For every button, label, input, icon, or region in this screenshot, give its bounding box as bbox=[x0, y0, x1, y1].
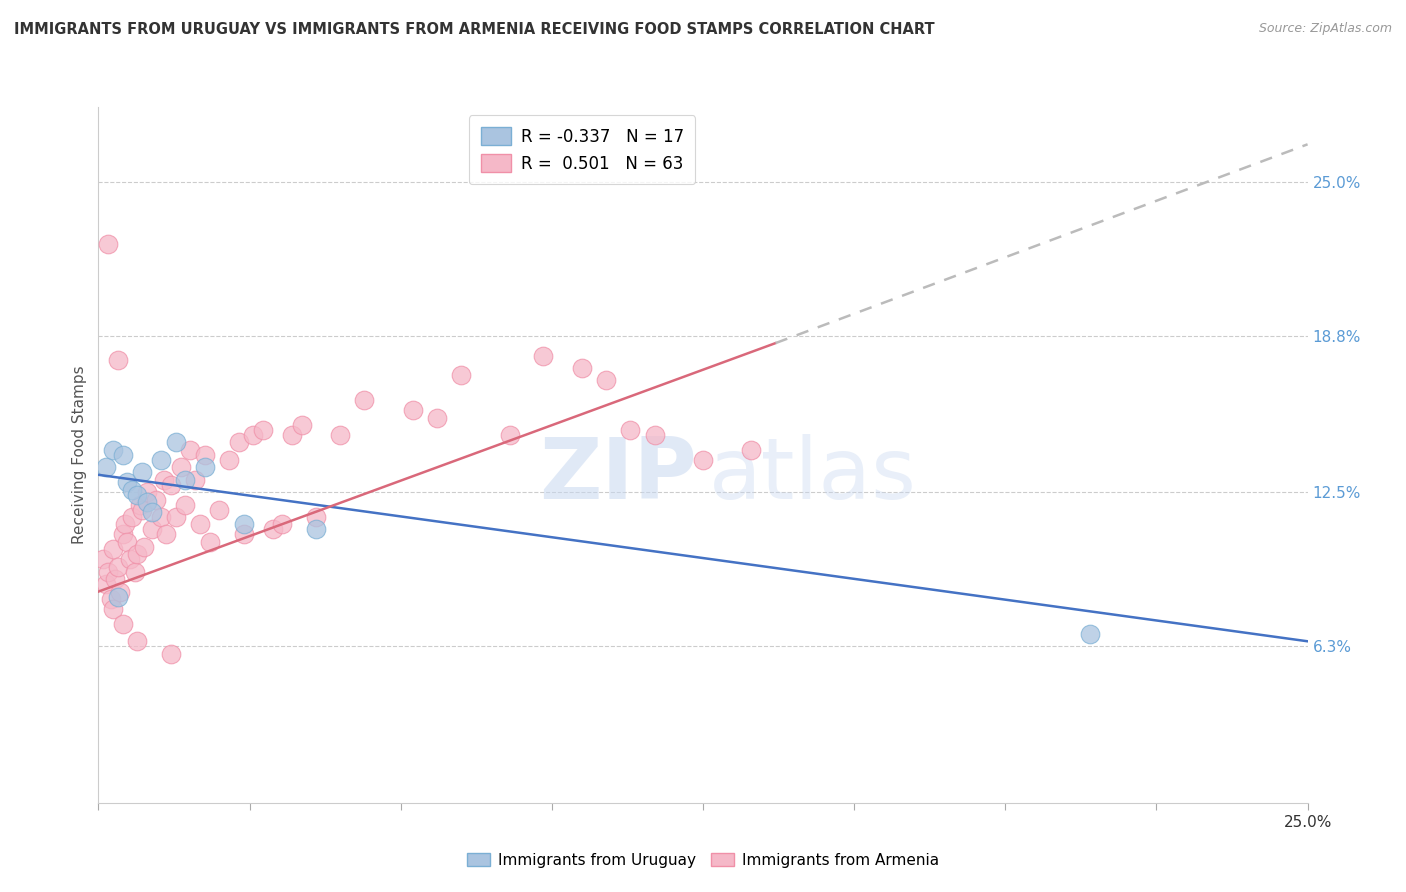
Point bbox=[252, 423, 274, 437]
Point bbox=[571, 361, 593, 376]
Point bbox=[91, 552, 114, 566]
Point bbox=[134, 540, 156, 554]
Point bbox=[194, 460, 217, 475]
Point bbox=[281, 428, 304, 442]
Point bbox=[121, 483, 143, 497]
Point bbox=[160, 477, 183, 491]
Point bbox=[290, 418, 312, 433]
Point bbox=[262, 523, 284, 537]
Point bbox=[135, 485, 157, 500]
Point bbox=[97, 236, 120, 251]
Point bbox=[101, 602, 124, 616]
Point bbox=[117, 475, 139, 490]
Point bbox=[228, 435, 250, 450]
Point bbox=[498, 428, 520, 442]
Point bbox=[174, 473, 197, 487]
Point bbox=[107, 559, 129, 574]
Point bbox=[353, 393, 375, 408]
Point bbox=[155, 527, 177, 541]
Text: ZIP: ZIP bbox=[540, 434, 697, 517]
Point bbox=[121, 510, 143, 524]
Point bbox=[97, 565, 120, 579]
Point bbox=[232, 517, 254, 532]
Point bbox=[111, 616, 134, 631]
Point bbox=[1078, 627, 1101, 641]
Point bbox=[135, 495, 157, 509]
Point bbox=[131, 502, 153, 516]
Point bbox=[117, 535, 139, 549]
Point bbox=[131, 466, 153, 480]
Point bbox=[107, 590, 129, 604]
Point bbox=[150, 453, 173, 467]
Point bbox=[127, 547, 149, 561]
Point bbox=[124, 565, 146, 579]
Point bbox=[242, 428, 264, 442]
Point bbox=[94, 460, 117, 475]
Point bbox=[101, 542, 124, 557]
Point bbox=[107, 353, 129, 368]
Point bbox=[94, 577, 117, 591]
Point bbox=[305, 510, 328, 524]
Point bbox=[169, 460, 191, 475]
Point bbox=[174, 498, 197, 512]
Point bbox=[305, 523, 328, 537]
Point bbox=[450, 368, 472, 383]
Point bbox=[692, 453, 714, 467]
Point bbox=[740, 442, 762, 457]
Point bbox=[208, 502, 231, 516]
Point bbox=[128, 498, 150, 512]
Point bbox=[111, 527, 134, 541]
Point bbox=[111, 448, 134, 462]
Point bbox=[426, 410, 449, 425]
Point bbox=[127, 488, 149, 502]
Point bbox=[232, 527, 254, 541]
Text: IMMIGRANTS FROM URUGUAY VS IMMIGRANTS FROM ARMENIA RECEIVING FOOD STAMPS CORRELA: IMMIGRANTS FROM URUGUAY VS IMMIGRANTS FR… bbox=[14, 22, 935, 37]
Point bbox=[619, 423, 641, 437]
Legend: Immigrants from Uruguay, Immigrants from Armenia: Immigrants from Uruguay, Immigrants from… bbox=[460, 845, 946, 875]
Point bbox=[152, 473, 174, 487]
Point bbox=[141, 505, 163, 519]
Point bbox=[402, 403, 425, 417]
Point bbox=[194, 448, 217, 462]
Point bbox=[165, 510, 187, 524]
Point bbox=[644, 428, 666, 442]
Point bbox=[165, 435, 187, 450]
Point bbox=[160, 647, 183, 661]
Point bbox=[101, 442, 124, 457]
Point bbox=[145, 492, 167, 507]
Point bbox=[127, 634, 149, 648]
Legend: R = -0.337   N = 17, R =  0.501   N = 63: R = -0.337 N = 17, R = 0.501 N = 63 bbox=[468, 115, 696, 185]
Text: Source: ZipAtlas.com: Source: ZipAtlas.com bbox=[1258, 22, 1392, 36]
Point bbox=[108, 584, 131, 599]
Point bbox=[184, 473, 207, 487]
Point bbox=[179, 442, 201, 457]
Point bbox=[141, 523, 163, 537]
Point bbox=[198, 535, 221, 549]
Point bbox=[118, 552, 141, 566]
Point bbox=[329, 428, 352, 442]
Point bbox=[104, 572, 127, 586]
Point bbox=[150, 510, 173, 524]
Text: atlas: atlas bbox=[709, 434, 917, 517]
Point bbox=[218, 453, 240, 467]
Point bbox=[114, 517, 136, 532]
Point bbox=[188, 517, 211, 532]
Point bbox=[595, 373, 617, 387]
Point bbox=[531, 349, 554, 363]
Point bbox=[271, 517, 294, 532]
Y-axis label: Receiving Food Stamps: Receiving Food Stamps bbox=[72, 366, 87, 544]
Point bbox=[100, 592, 122, 607]
